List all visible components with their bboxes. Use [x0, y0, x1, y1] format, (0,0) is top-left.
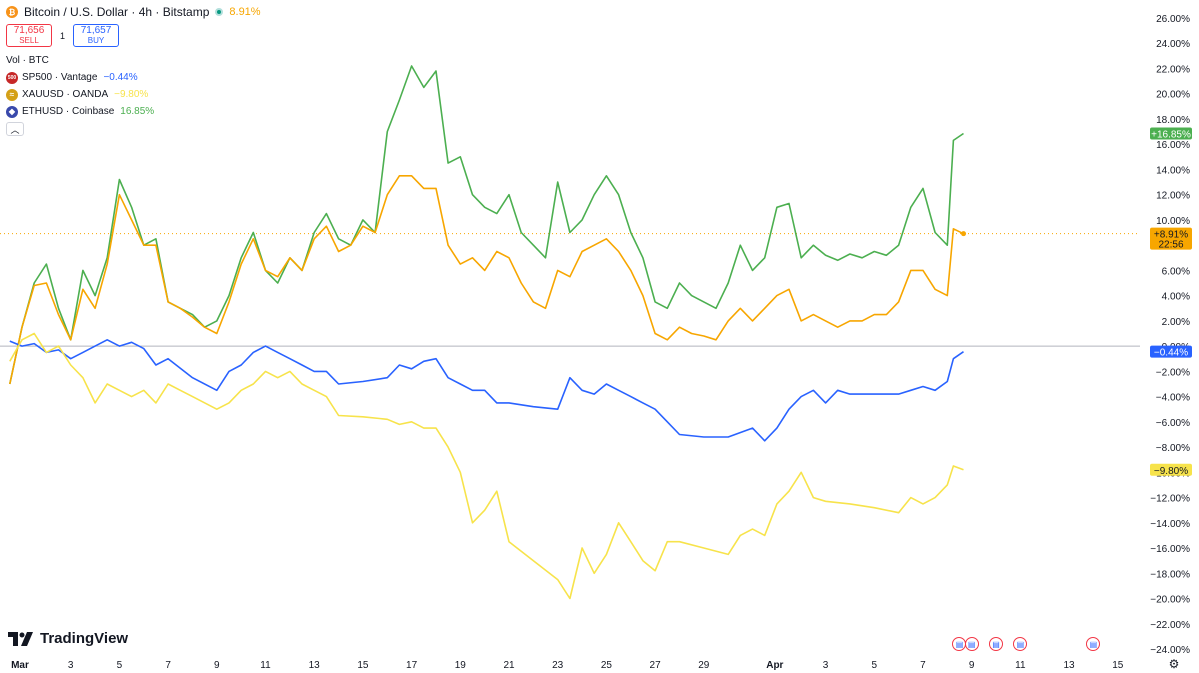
price-label-text: +16.85% [1151, 129, 1191, 140]
collapse-legend-button[interactable]: ︿ [6, 122, 24, 136]
x-tick-label: 9 [214, 660, 220, 671]
legend-label: XAUUSD · OANDA [22, 89, 109, 100]
price-label-text: +8.91% [1154, 230, 1188, 241]
bitcoin-icon: ₿ [6, 6, 18, 18]
y-tick-label: −6.00% [1156, 418, 1190, 429]
volume-label[interactable]: Vol · BTC [6, 55, 49, 66]
legend-value: 16.85% [120, 106, 155, 117]
y-tick-label: −8.00% [1156, 443, 1190, 454]
market-status-icon [215, 8, 224, 16]
x-tick-label: 5 [871, 660, 877, 671]
y-tick-label: −20.00% [1150, 595, 1190, 606]
symbol-title[interactable]: Bitcoin / U.S. Dollar · 4h · Bitstamp [24, 5, 210, 19]
ethereum-icon: ◆ [6, 105, 18, 118]
y-tick-label: 18.00% [1156, 115, 1190, 126]
sell-button[interactable]: 71,656 SELL [6, 24, 52, 47]
sell-price: 71,656 [13, 24, 45, 36]
y-tick-label: 12.00% [1156, 191, 1190, 202]
x-tick-label: 7 [165, 660, 171, 671]
x-tick-label: 11 [1015, 660, 1026, 671]
x-tick-label: 15 [357, 660, 369, 671]
price-label-bg [1150, 227, 1192, 250]
economic-event-flag-icon[interactable]: ▤ [1013, 637, 1028, 651]
series-line-gold[interactable] [9, 332, 964, 600]
btc-last-point [961, 231, 967, 237]
buy-price: 71,657 [80, 24, 112, 36]
legend-label: ETHUSD · Coinbase [22, 106, 115, 117]
price-label: −9.80% [1150, 463, 1192, 477]
tradingview-logo-icon [8, 631, 33, 646]
legend-value: −0.44% [103, 72, 138, 83]
chart-legend: ₿ Bitcoin / U.S. Dollar · 4h · Bitstamp … [6, 4, 261, 136]
settings-gear-icon[interactable]: ⚙ [1169, 657, 1180, 671]
gold-icon: ≈ [6, 88, 18, 101]
y-tick-label: −14.00% [1150, 519, 1190, 530]
y-tick-label: 16.00% [1156, 140, 1190, 151]
x-tick-label: 3 [68, 660, 74, 671]
x-tick-label: 13 [1063, 660, 1075, 671]
y-tick-label: 2.00% [1162, 317, 1190, 328]
price-label: +16.85% [1150, 127, 1192, 140]
y-tick-label: −24.00% [1150, 645, 1190, 656]
y-tick-label: 6.00% [1162, 266, 1190, 277]
economic-event-flag-icon[interactable]: ▤ [964, 637, 979, 651]
legend-label: SP500 · Vantage [22, 72, 98, 83]
sp500-icon: 500 [6, 71, 18, 84]
y-tick-label: 4.00% [1162, 292, 1190, 303]
x-tick-label: 7 [920, 660, 926, 671]
y-tick-label: −4.00% [1156, 393, 1190, 404]
y-tick-label: −16.00% [1150, 544, 1190, 555]
x-tick-label: Mar [11, 660, 29, 671]
x-tick-label: 13 [309, 660, 321, 671]
x-tick-label: 21 [503, 660, 515, 671]
x-tick-label: 19 [455, 660, 467, 671]
price-label-text: −9.80% [1154, 466, 1188, 477]
series-line-sp500[interactable] [9, 338, 964, 442]
y-tick-label: −22.00% [1150, 620, 1190, 631]
buy-label: BUY [87, 35, 105, 45]
y-tick-label: 20.00% [1156, 90, 1190, 101]
y-tick-label: 24.00% [1156, 39, 1190, 50]
tradingview-logo[interactable]: TradingView [8, 630, 128, 647]
price-label: +8.91%22:56 [1150, 227, 1192, 251]
x-tick-label: 3 [823, 660, 829, 671]
sell-label: SELL [19, 35, 39, 45]
tradingview-logo-text: TradingView [40, 630, 129, 647]
chevron-up-icon: ︿ [10, 124, 20, 135]
symbol-change: 8.91% [229, 6, 261, 18]
economic-event-flag-icon[interactable]: ▤ [1086, 637, 1101, 651]
price-label-bg [1150, 463, 1192, 476]
x-tick-label: 23 [552, 660, 564, 671]
y-tick-label: 10.00% [1156, 216, 1190, 227]
y-tick-label: 14.00% [1156, 165, 1190, 176]
x-tick-label: 27 [650, 660, 662, 671]
x-tick-label: 5 [117, 660, 123, 671]
legend-item-ethusd[interactable]: ◆ ETHUSD · Coinbase 16.85% [6, 103, 261, 120]
y-tick-label: −18.00% [1150, 569, 1190, 580]
economic-event-flag-icon[interactable]: ▤ [989, 637, 1003, 651]
x-tick-label: 25 [601, 660, 613, 671]
x-tick-label: Apr [766, 660, 783, 671]
y-tick-label: 26.00% [1156, 14, 1190, 25]
price-label-countdown: 22:56 [1158, 240, 1183, 251]
x-tick-label: 17 [406, 660, 418, 671]
x-tick-label: 11 [260, 660, 271, 671]
y-tick-label: −12.00% [1150, 494, 1190, 505]
x-tick-label: 15 [1112, 660, 1124, 671]
price-label-bg [1150, 127, 1192, 140]
legend-item-sp500[interactable]: 500 SP500 · Vantage −0.44% [6, 69, 261, 86]
price-label: −0.44% [1150, 345, 1192, 359]
x-tick-label: 29 [698, 660, 710, 671]
series-line-btc[interactable] [9, 175, 964, 385]
y-tick-label: 22.00% [1156, 64, 1190, 75]
spread-value: 1 [60, 30, 66, 41]
price-label-bg [1150, 345, 1192, 358]
legend-item-xauusd[interactable]: ≈ XAUUSD · OANDA −9.80% [6, 86, 261, 103]
price-label-text: −0.44% [1154, 348, 1188, 359]
x-tick-label: 9 [969, 660, 975, 671]
legend-value: −9.80% [114, 89, 149, 100]
y-tick-label: −2.00% [1156, 367, 1190, 378]
buy-button[interactable]: 71,657 BUY [73, 24, 120, 47]
